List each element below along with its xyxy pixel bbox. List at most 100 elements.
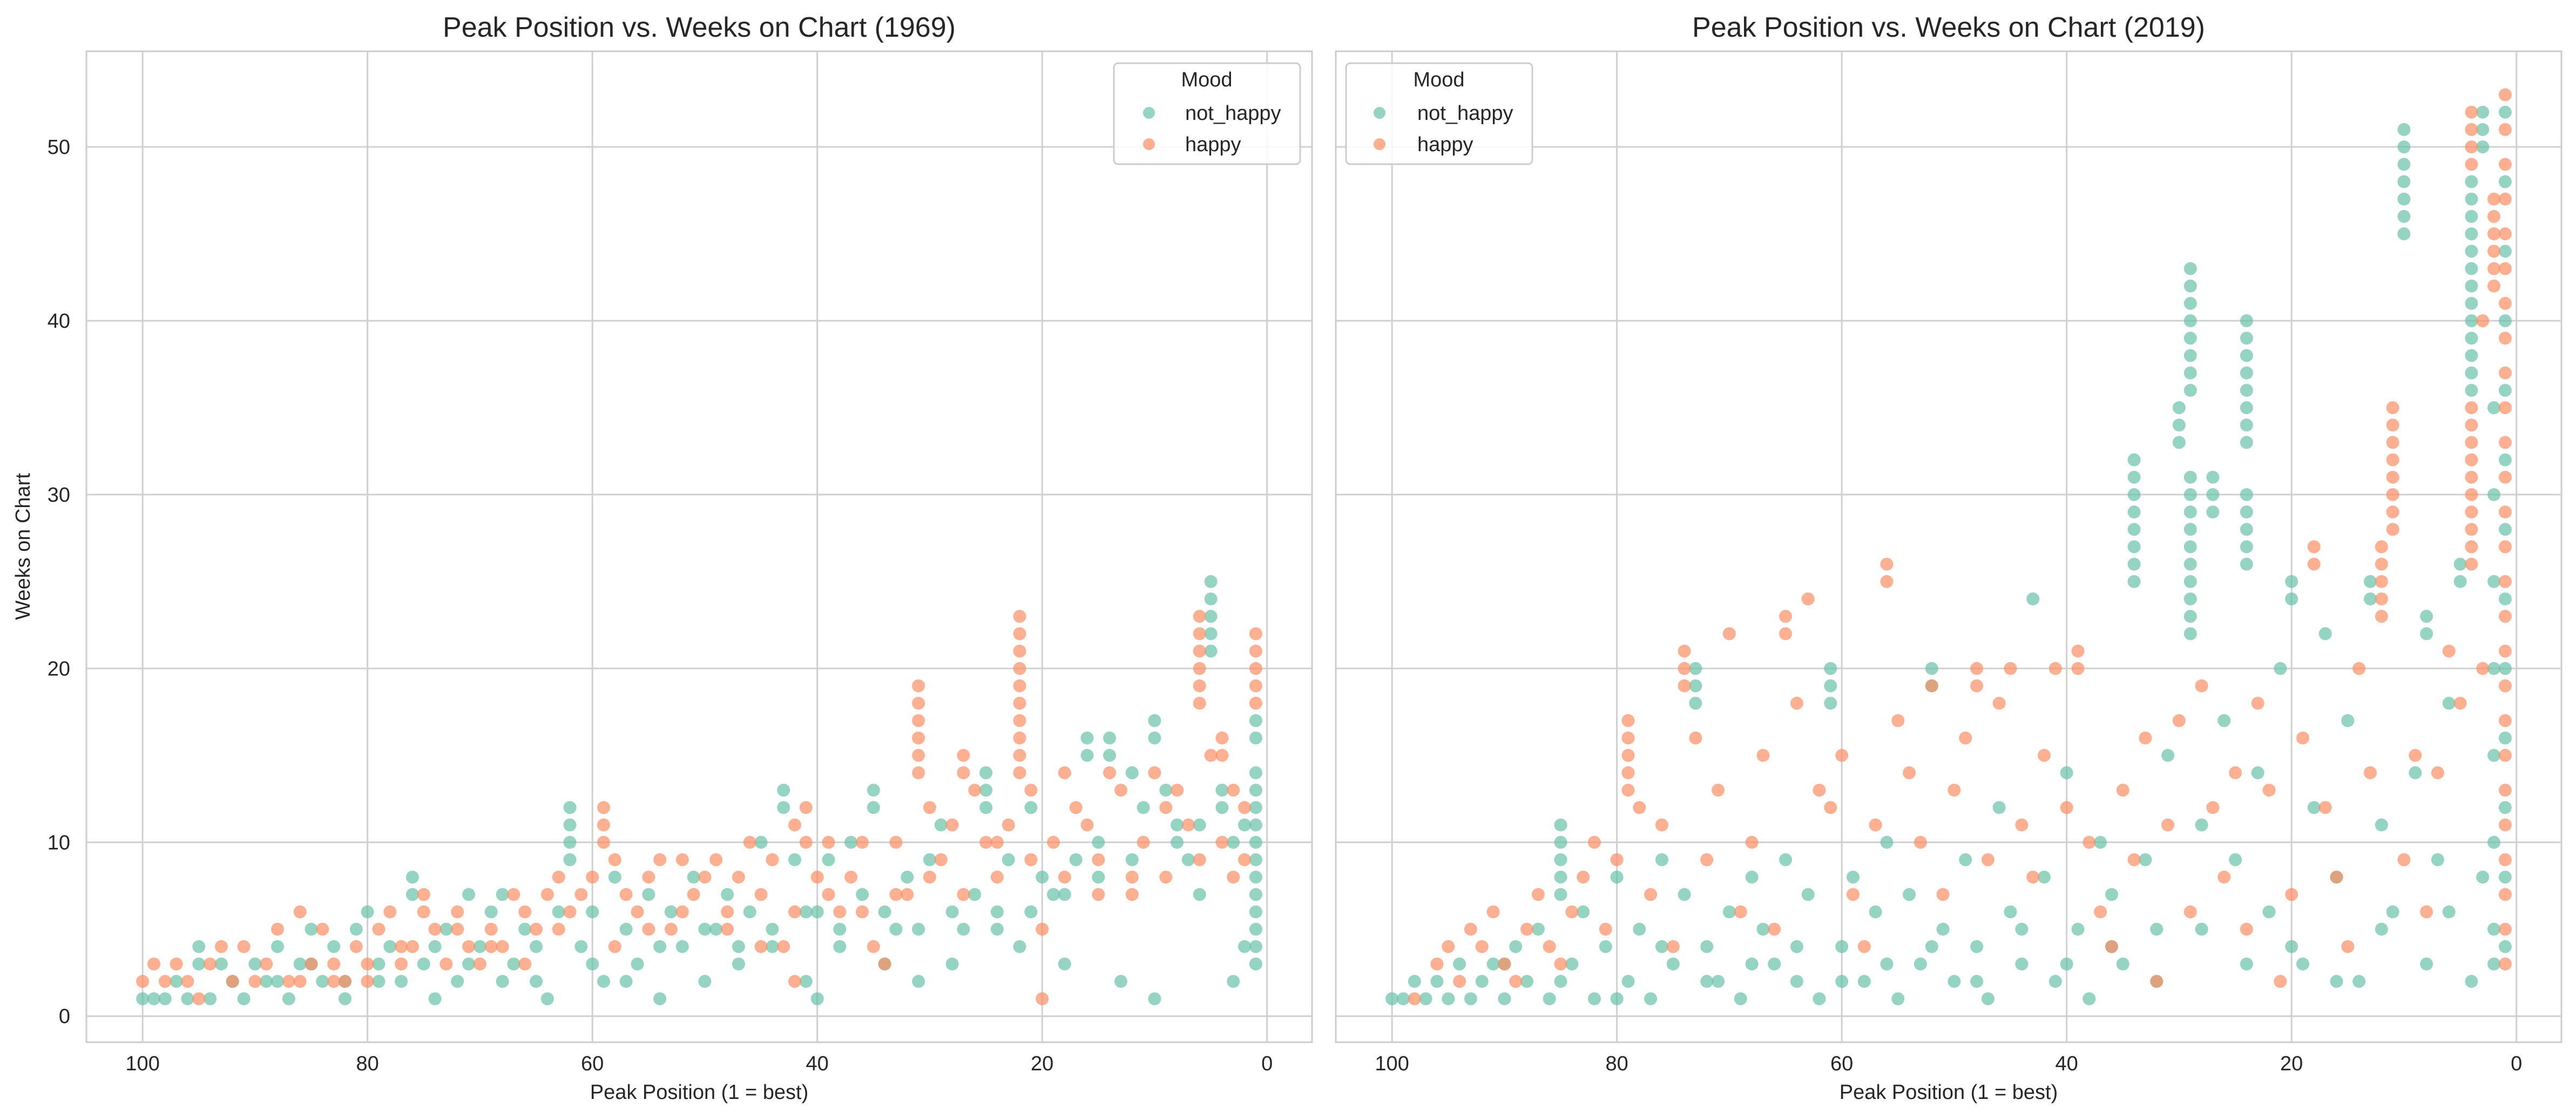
point-not-happy [2386, 905, 2399, 919]
point-not-happy [1385, 992, 1399, 1006]
point-not-happy [2183, 314, 2197, 327]
point-happy [844, 871, 858, 884]
point-not-happy [2285, 575, 2298, 588]
point-happy [2498, 853, 2512, 866]
point-happy [1058, 871, 1071, 884]
point-not-happy [1914, 957, 1927, 971]
point-not-happy [766, 922, 779, 936]
point-happy [1013, 662, 1026, 675]
point-not-happy [2206, 470, 2220, 484]
point-not-happy [2183, 575, 2197, 588]
point-not-happy [248, 957, 262, 971]
legend-marker-not-happy-2019 [1374, 107, 1385, 119]
point-not-happy [2465, 366, 2478, 380]
point-happy [990, 871, 1004, 884]
point-not-happy [945, 905, 959, 919]
point-happy [2487, 192, 2500, 206]
point-not-happy [2183, 383, 2197, 397]
y-tick-label: 40 [48, 310, 70, 333]
point-happy [1013, 679, 1026, 692]
point-happy [1047, 835, 1060, 849]
point-not-happy [901, 871, 914, 884]
legend-box-1969 [1113, 62, 1301, 165]
point-not-happy [540, 992, 554, 1006]
legend-marker-happy-1969 [1143, 138, 1155, 150]
point-happy [1249, 627, 1262, 640]
point-not-happy [923, 853, 936, 866]
point-not-happy [1249, 905, 1262, 919]
point-happy [1655, 818, 1668, 832]
point-happy [451, 905, 464, 919]
point-happy [2498, 436, 2512, 449]
point-not-happy [1024, 905, 1038, 919]
point-happy [1013, 627, 1026, 640]
point-not-happy [530, 940, 543, 953]
point-happy [484, 922, 498, 936]
point-happy [440, 957, 453, 971]
point-happy [833, 905, 847, 919]
point-happy [1891, 714, 1905, 727]
point-not-happy [2127, 557, 2141, 571]
point-happy [405, 940, 419, 953]
point-not-happy [2240, 366, 2253, 380]
point-not-happy [2127, 505, 2141, 519]
point-not-happy [2183, 296, 2197, 310]
chart-title-1969: Peak Position vs. Weeks on Chart (1969) [443, 12, 956, 43]
point-happy [2498, 401, 2512, 414]
point-happy [1475, 940, 1489, 953]
point-not-happy [2094, 835, 2107, 849]
point-not-happy [2420, 610, 2433, 623]
point-happy [675, 905, 689, 919]
point-happy [2465, 523, 2478, 536]
point-not-happy [2127, 540, 2141, 554]
point-happy [2498, 505, 2512, 519]
point-not-happy [2127, 470, 2141, 484]
x-tick-label: 80 [1606, 1052, 1628, 1075]
point-not-happy [2498, 731, 2512, 745]
point-happy [1013, 731, 1026, 745]
point-not-happy [1419, 992, 1432, 1006]
point-happy [1215, 731, 1229, 745]
point-not-happy [1408, 975, 1421, 988]
point-not-happy [2409, 766, 2422, 779]
point-not-happy [327, 940, 341, 953]
point-not-happy [1903, 888, 1916, 901]
point-happy [912, 731, 925, 745]
point-happy [552, 871, 565, 884]
point-happy [2465, 105, 2478, 119]
point-happy [2498, 679, 2512, 692]
point-happy [1227, 784, 1240, 797]
point-not-happy [1047, 888, 1060, 901]
point-not-happy [2060, 766, 2073, 779]
point-not-happy [2183, 349, 2197, 362]
point-not-happy [1824, 679, 1837, 692]
point-not-happy [2453, 575, 2467, 588]
x-tick-label: 0 [2511, 1052, 2522, 1075]
point-not-happy [2262, 905, 2276, 919]
point-not-happy [1666, 957, 1680, 971]
point-not-happy [1610, 871, 1624, 884]
point-not-happy [631, 957, 644, 971]
point-happy [2465, 123, 2478, 136]
point-not-happy [1069, 853, 1083, 866]
point-not-happy [2240, 314, 2253, 327]
point-happy [1227, 871, 1240, 884]
point-not-happy [1768, 957, 1781, 971]
point-not-happy [1249, 957, 1262, 971]
point-not-happy [2240, 436, 2253, 449]
point-happy [1779, 627, 1792, 640]
point-not-happy [2127, 575, 2141, 588]
point-happy [1621, 731, 1635, 745]
point-happy [1013, 610, 1026, 623]
point-happy [2274, 975, 2287, 988]
point-happy [2172, 714, 2186, 727]
point-not-happy [1554, 835, 1567, 849]
point-happy [1193, 627, 1206, 640]
point-happy [1114, 784, 1127, 797]
point-not-happy [1655, 853, 1668, 866]
point-happy [1036, 992, 1049, 1006]
point-not-happy [1193, 888, 1206, 901]
point-happy [361, 957, 374, 971]
point-happy [1801, 592, 1815, 606]
point-not-happy [979, 766, 993, 779]
